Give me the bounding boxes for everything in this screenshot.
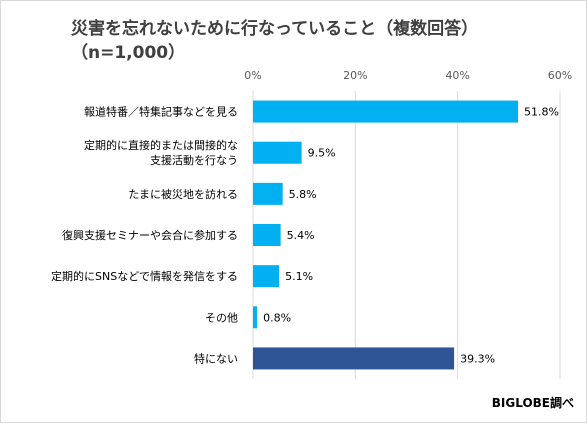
category-label: 支援活動を行なう (150, 153, 238, 167)
chart-title-line-2: （n=1,000） (71, 43, 186, 63)
source-credit: BIGLOBE調べ (491, 396, 574, 410)
bar (253, 182, 283, 205)
category-label: 定期的に直接的または間接的な (84, 138, 238, 152)
tick-layer: 0% 20% 40% 60% (244, 69, 572, 82)
value-label: 5.1% (285, 270, 313, 283)
bar (253, 100, 519, 123)
value-label: 5.8% (289, 188, 317, 201)
label-layer: 51.8% 報道特番／特集記事などを見る 9.5% 定期的に直接的または間接的な支援活… (51, 105, 559, 366)
value-label: 5.4% (287, 229, 315, 242)
x-tick-label: 40% (445, 69, 469, 82)
x-tick-label: 20% (343, 69, 367, 82)
category-label: 定期的にSNSなどで情報を発信をする (51, 269, 238, 283)
chart-title: 災害を忘れないために行なっていること（複数回答） （n=1,000） (71, 17, 581, 65)
bar (253, 306, 258, 329)
value-label: 51.8% (524, 106, 559, 119)
bar (253, 141, 302, 164)
category-label: 特にない (194, 351, 238, 365)
bar (253, 347, 455, 370)
x-tick-label: 60% (548, 69, 572, 82)
category-label: 復興支援セミナーや会合に参加する (62, 228, 238, 242)
category-label: たまに被災地を訪れる (128, 187, 238, 201)
bar (253, 224, 281, 246)
value-label: 0.8% (263, 311, 291, 324)
chart-title-line-1: 災害を忘れないために行なっていること（複数回答） (71, 19, 479, 39)
category-label: 報道特番／特集記事などを見る (84, 105, 238, 119)
value-label: 39.3% (460, 352, 495, 365)
category-label: その他 (205, 311, 238, 324)
value-label: 9.5% (308, 147, 336, 160)
bar (253, 265, 280, 288)
x-tick-label: 0% (244, 69, 261, 82)
bar-layer (253, 100, 519, 370)
